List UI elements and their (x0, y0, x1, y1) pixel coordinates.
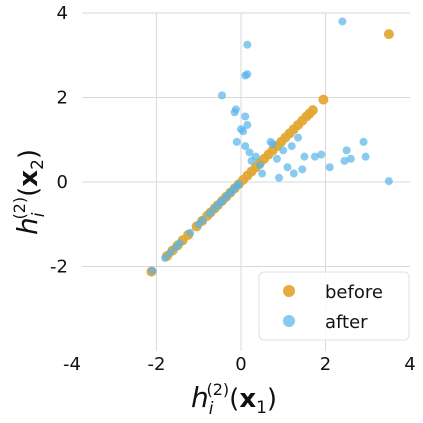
scatter-point-after (289, 169, 298, 178)
scatter-point-after (234, 180, 243, 189)
scatter-point-after (359, 137, 368, 146)
scatter-point-after (160, 254, 169, 263)
legend-label-before: before (325, 282, 383, 303)
scatter-point-after (245, 148, 254, 157)
scatter-point-after (237, 125, 245, 134)
scatter-point-after (272, 154, 281, 163)
scatter-point-after (317, 150, 326, 159)
scatter-point-after (241, 71, 250, 80)
scatter-point-after (338, 17, 347, 26)
tick-labels: -4 -2 0 2 4 -2 0 2 4 (50, 3, 416, 375)
scatter-point-after (342, 146, 351, 155)
scatter-point-after (283, 163, 292, 172)
scatter-point-before (307, 105, 318, 116)
legend-marker-after (283, 315, 295, 327)
x-tick-label: -4 (63, 354, 81, 375)
scatter-point-after (166, 248, 175, 257)
scatter-point-after (300, 152, 309, 161)
scatter-point-after (340, 156, 349, 165)
scatter-point-after (243, 40, 252, 49)
x-tick-label: 2 (320, 354, 331, 375)
scatter-point-after (258, 169, 267, 178)
scatter-point-after (298, 165, 307, 174)
scatter-point-after (198, 216, 207, 225)
x-tick-label: 0 (235, 354, 246, 375)
scatter-point-after (279, 146, 288, 155)
scatter-point-after (268, 139, 277, 148)
x-axis-label: hi(2)(x1) (191, 380, 277, 419)
scatter-point-before (383, 29, 394, 40)
scatter-point-before (318, 94, 329, 105)
y-axis-label: hi(2)(x2) (10, 149, 49, 235)
scatter-point-after (287, 142, 296, 151)
scatter-point-after (243, 120, 252, 129)
scatter-point-after (325, 163, 334, 172)
scatter-point-after (384, 177, 393, 186)
y-tick-label: 0 (57, 172, 68, 193)
y-tick-label: 2 (57, 88, 68, 109)
scatter-point-after (294, 133, 303, 142)
legend-box (258, 271, 410, 341)
scatter-point-after (175, 239, 184, 248)
scatter-point-after (186, 228, 195, 237)
scatter-point-after (241, 112, 250, 121)
legend-label-after: after (325, 312, 368, 333)
legend-marker-before (283, 285, 295, 297)
scatter-point-after (310, 152, 319, 161)
axis-labels: hi(2)(x1) hi(2)(x2) (10, 149, 277, 419)
data-points (146, 17, 394, 277)
x-tick-label: 4 (404, 354, 415, 375)
y-tick-label: -2 (50, 257, 68, 278)
scatter-point-after (241, 142, 250, 151)
x-tick-label: -2 (148, 354, 166, 375)
scatter-point-after (346, 154, 355, 163)
legend: before after (258, 271, 410, 341)
scatter-point-after (275, 173, 284, 182)
scatter-point-after (217, 91, 226, 100)
scatter-point-after (148, 266, 157, 275)
y-tick-label: 4 (57, 3, 68, 24)
scatter-point-after (256, 161, 265, 170)
scatter-point-after (232, 137, 241, 146)
y-axis-label-group: hi(2)(x2) (10, 149, 49, 235)
scatter-point-after (361, 152, 370, 161)
scatter-point-after (247, 156, 256, 165)
scatter-point-after (231, 105, 240, 114)
